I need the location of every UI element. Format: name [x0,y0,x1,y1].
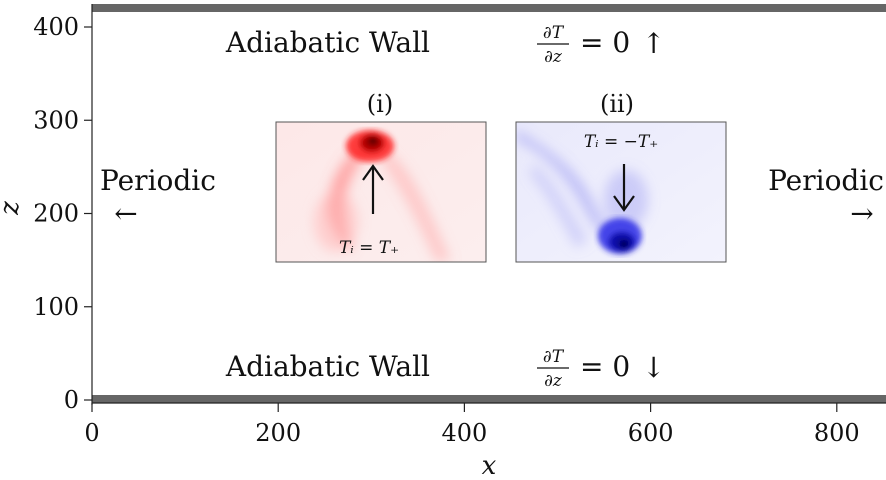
x-axis-ticks: 0 200 400 600 800 [84,403,860,447]
bottom-wall-bar [92,395,886,403]
left-boundary-annotation: Periodic ← [100,164,216,230]
top-wall-fraction-numerator: ∂T [543,23,565,43]
top-wall-equals: = 0 [580,26,630,59]
inset-i-heatmap: Tᵢ = T₊ [276,122,486,262]
y-tick-label: 0 [64,386,79,414]
right-boundary-annotation: Periodic → [768,164,884,230]
left-arrow-icon: ← [114,197,137,230]
inset-i-up-arrow-icon [362,164,384,181]
inset-i: (i) Tᵢ = T₊ [275,90,487,263]
inset-i-title: (i) [367,90,393,118]
inset-ii: (ii) Tᵢ = −T₊ [515,90,727,263]
x-tick-label: 0 [84,419,99,447]
y-tick-label: 300 [33,106,79,134]
x-tick-label: 400 [441,419,487,447]
top-wall-fraction-denominator: ∂z [544,47,563,67]
inset-ii-title: (ii) [600,90,634,118]
right-periodic-label: Periodic [768,164,884,197]
bottom-wall-fraction-denominator: ∂z [544,371,563,391]
y-tick-label: 200 [33,200,79,228]
inset-ii-frame [515,121,727,263]
y-axis-label: z [0,201,25,216]
x-axis-label: x [482,451,497,480]
left-periodic-label: Periodic [100,164,216,197]
inset-ii-equation: Tᵢ = −T₊ [584,132,658,152]
top-wall-text: Adiabatic Wall [225,26,430,59]
x-tick-label: 600 [628,419,674,447]
bottom-wall-fraction-numerator: ∂T [543,347,565,367]
x-tick-label: 200 [255,419,301,447]
bottom-wall-text: Adiabatic Wall [225,350,430,383]
inset-ii-heatmap: Tᵢ = −T₊ [516,122,726,262]
top-wall-arrow-icon: ↑ [642,27,665,60]
bottom-wall-arrow-icon: ↓ [642,351,665,384]
y-tick-label: 400 [33,13,79,41]
inset-i-frame [275,121,487,263]
bottom-wall-equals: = 0 [580,350,630,383]
right-arrow-icon: → [850,197,873,230]
top-wall-bar [92,4,886,12]
y-tick-label: 100 [33,293,79,321]
x-tick-label: 800 [814,419,860,447]
top-wall-annotation: Adiabatic Wall ∂T ∂z = 0 ↑ [225,23,666,67]
bottom-wall-annotation: Adiabatic Wall ∂T ∂z = 0 ↓ [225,347,666,391]
y-axis-ticks: 0 100 200 300 400 [33,13,92,414]
plot-area [92,8,886,402]
inset-i-equation: Tᵢ = T₊ [339,238,399,258]
inset-ii-down-arrow-icon [613,195,635,212]
